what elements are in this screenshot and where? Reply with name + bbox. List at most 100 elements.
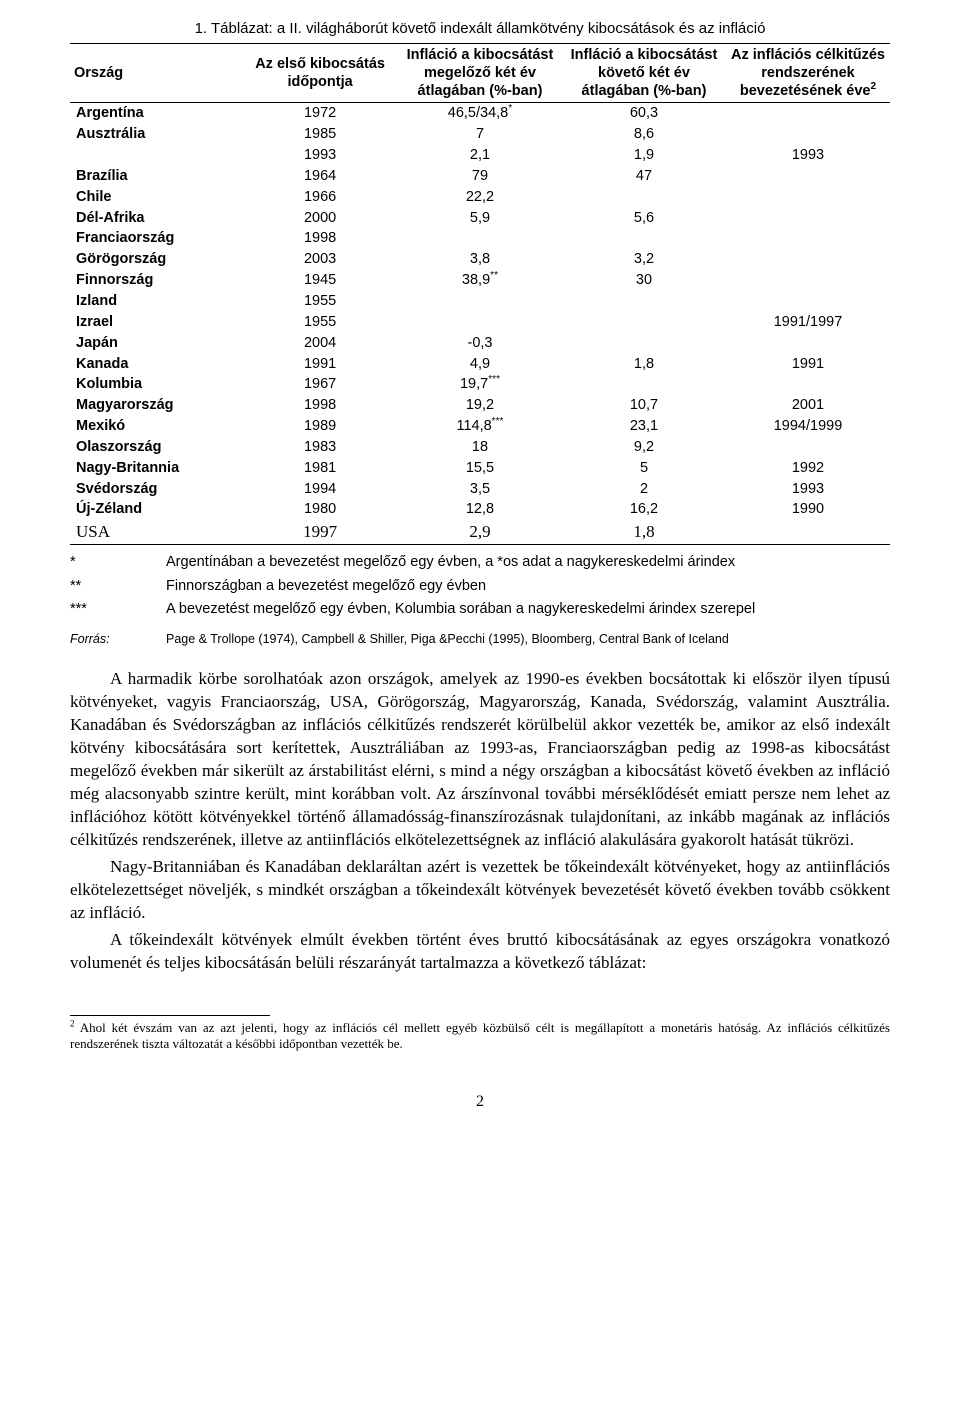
cell-country: Olaszország [70, 437, 242, 458]
note-text: Argentínában a bevezetést megelőző egy é… [166, 551, 890, 574]
cell-country: Chile [70, 187, 242, 208]
cell-inflation-before: 12,8 [398, 499, 562, 520]
cell-country: Ausztrália [70, 124, 242, 145]
page-number: 2 [70, 1093, 890, 1111]
cell-inflation-before [398, 291, 562, 312]
cell-year: 1980 [242, 499, 398, 520]
cell-country: Görögország [70, 249, 242, 270]
cell-country: Kolumbia [70, 374, 242, 395]
note-key: ** [70, 575, 142, 598]
cell-year: 2000 [242, 208, 398, 229]
col-header-inflation-after: Infláció a kibocsátást követő két év átl… [562, 44, 726, 103]
cell-inflation-before: 3,8 [398, 249, 562, 270]
cell-target-year [726, 520, 890, 545]
table-row: Brazília19647947 [70, 166, 890, 187]
cell-year: 1945 [242, 270, 398, 291]
table-row: Kanada19914,91,81991 [70, 354, 890, 375]
cell-target-year [726, 166, 890, 187]
cell-inflation-after: 3,2 [562, 249, 726, 270]
cell-inflation-before: 7 [398, 124, 562, 145]
cell-target-year [726, 437, 890, 458]
cell-inflation-before [398, 228, 562, 249]
document-page: 1. Táblázat: a II. világháborút követő i… [0, 0, 960, 1131]
cell-sup: * [508, 104, 512, 115]
table-title: 1. Táblázat: a II. világháborút követő i… [70, 20, 890, 37]
cell-country: Dél-Afrika [70, 208, 242, 229]
cell-country: Japán [70, 333, 242, 354]
cell-inflation-before: 3,5 [398, 479, 562, 500]
cell-country: USA [70, 520, 242, 545]
table-row: Új-Zéland198012,816,21990 [70, 499, 890, 520]
cell-inflation-after: 1,8 [562, 520, 726, 545]
body-text: A harmadik körbe sorolhatóak azon ország… [70, 668, 890, 974]
cell-inflation-after [562, 312, 726, 333]
cell-year: 1966 [242, 187, 398, 208]
cell-country: Argentína [70, 103, 242, 124]
cell-target-year [726, 291, 890, 312]
cell-sup: ** [490, 270, 498, 281]
table-row: Izland1955 [70, 291, 890, 312]
cell-sup: *** [492, 416, 504, 427]
cell-year: 1998 [242, 228, 398, 249]
cell-inflation-after: 5 [562, 458, 726, 479]
note-row: * Argentínában a bevezetést megelőző egy… [70, 551, 890, 574]
cell-year: 1998 [242, 395, 398, 416]
cell-inflation-before [398, 312, 562, 333]
note-row: *** A bevezetést megelőző egy évben, Kol… [70, 598, 890, 621]
cell-inflation-after: 1,9 [562, 145, 726, 166]
footnote: 2 Ahol két évszám van az azt jelenti, ho… [70, 1020, 890, 1054]
footnote-separator [70, 1015, 270, 1016]
cell-inflation-before: 19,2 [398, 395, 562, 416]
cell-country: Magyarország [70, 395, 242, 416]
table-row: Mexikó1989114,8***23,11994/1999 [70, 416, 890, 437]
cell-target-year [726, 208, 890, 229]
table-row: Dél-Afrika20005,95,6 [70, 208, 890, 229]
cell-inflation-before: 18 [398, 437, 562, 458]
cell-inflation-before: 15,5 [398, 458, 562, 479]
paragraph: A harmadik körbe sorolhatóak azon ország… [70, 668, 890, 852]
cell-target-year: 1992 [726, 458, 890, 479]
source-row: Forrás: Page & Trollope (1974), Campbell… [70, 631, 890, 649]
cell-country: Finnország [70, 270, 242, 291]
col-header-country: Ország [70, 44, 242, 103]
cell-country: Mexikó [70, 416, 242, 437]
note-text: A bevezetést megelőző egy évben, Kolumbi… [166, 598, 890, 621]
cell-inflation-after [562, 333, 726, 354]
cell-inflation-after [562, 228, 726, 249]
cell-year: 2003 [242, 249, 398, 270]
table-row: Chile196622,2 [70, 187, 890, 208]
cell-country: Franciaország [70, 228, 242, 249]
cell-target-year: 1990 [726, 499, 890, 520]
table-body: Argentína197246,5/34,8*60,3Ausztrália198… [70, 103, 890, 545]
cell-inflation-after [562, 291, 726, 312]
cell-year: 1993 [242, 145, 398, 166]
cell-year: 1972 [242, 103, 398, 124]
cell-year: 1994 [242, 479, 398, 500]
notes-block: * Argentínában a bevezetést megelőző egy… [70, 551, 890, 648]
paragraph: A tőkeindexált kötvények elmúlt években … [70, 929, 890, 975]
cell-year: 1983 [242, 437, 398, 458]
footnote-text: Ahol két évszám van az azt jelenti, hogy… [70, 1020, 890, 1052]
table-row: Magyarország199819,210,72001 [70, 395, 890, 416]
cell-target-year [726, 333, 890, 354]
table-row: Kolumbia196719,7*** [70, 374, 890, 395]
col-header-target-year-text: Az inflációs célkitűzés rendszerének bev… [731, 47, 885, 99]
cell-inflation-after: 47 [562, 166, 726, 187]
cell-inflation-after: 1,8 [562, 354, 726, 375]
table-row: Görögország20033,83,2 [70, 249, 890, 270]
cell-target-year [726, 228, 890, 249]
cell-year: 1985 [242, 124, 398, 145]
cell-year: 1964 [242, 166, 398, 187]
cell-inflation-before: 5,9 [398, 208, 562, 229]
cell-year: 1989 [242, 416, 398, 437]
cell-country: Izrael [70, 312, 242, 333]
note-key: *** [70, 598, 142, 621]
cell-inflation-after: 30 [562, 270, 726, 291]
table-row: Olaszország1983189,2 [70, 437, 890, 458]
table-row: Ausztrália198578,6 [70, 124, 890, 145]
cell-target-year: 1993 [726, 479, 890, 500]
cell-target-year [726, 187, 890, 208]
note-text: Finnországban a bevezetést megelőző egy … [166, 575, 890, 598]
cell-year: 1991 [242, 354, 398, 375]
cell-inflation-after: 60,3 [562, 103, 726, 124]
